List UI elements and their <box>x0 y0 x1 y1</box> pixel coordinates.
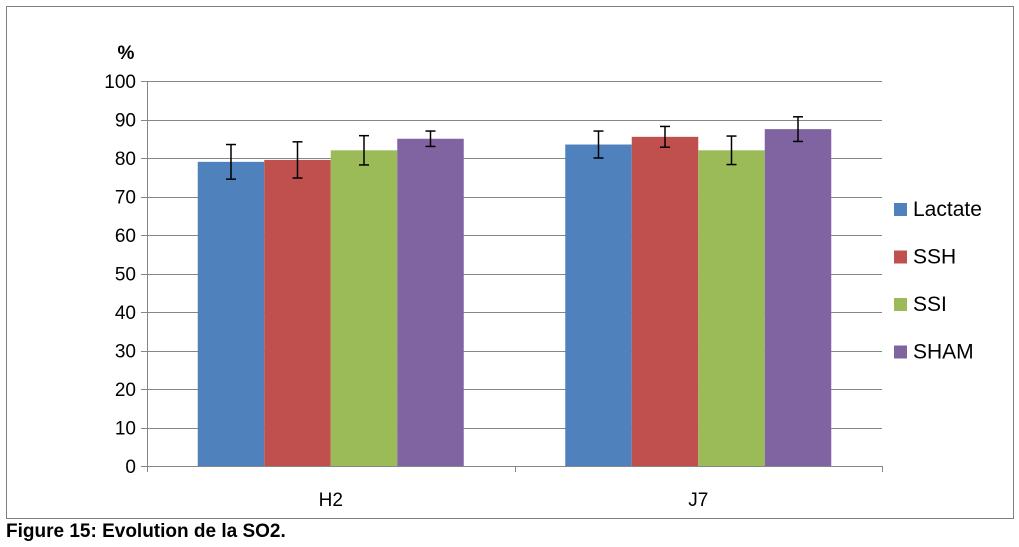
y-tick-label: 40 <box>115 303 136 324</box>
y-tick-label: 60 <box>115 226 136 247</box>
bar-lactate-j7 <box>565 144 632 466</box>
legend-swatch-ssh <box>894 250 907 264</box>
x-tick-labels: H2 J7 <box>319 490 709 511</box>
y-tick-label: 20 <box>115 380 136 401</box>
legend-label-ssh: SSH <box>913 246 956 269</box>
bar-ssi-h2 <box>330 150 398 467</box>
bar-sham-h2 <box>397 138 464 466</box>
bar-ssh-h2 <box>264 159 331 467</box>
bar-ssi-j7 <box>698 150 765 467</box>
legend-label-lactate: Lactate <box>913 198 982 221</box>
chart-border <box>6 6 1014 519</box>
bar-sham-j7 <box>764 129 832 466</box>
y-tick-label: 0 <box>125 457 136 478</box>
y-tick-label: 90 <box>115 111 136 132</box>
x-tick-label: J7 <box>688 490 708 511</box>
legend-swatch-sham <box>894 345 907 359</box>
y-tick-label: 70 <box>115 188 136 209</box>
bar-ssh-j7 <box>631 136 699 466</box>
legend: Lactate SSH SSI SHAM <box>894 198 982 364</box>
legend-swatch-ssi <box>894 298 907 311</box>
y-axis-label: % <box>118 43 135 64</box>
y-tick-label: 10 <box>115 419 136 440</box>
legend-swatch-lactate <box>894 203 907 216</box>
y-tick-label: 80 <box>115 149 136 170</box>
y-tick-label: 30 <box>115 342 136 363</box>
bars <box>197 129 832 467</box>
legend-label-sham: SHAM <box>913 341 974 364</box>
x-tick-label: H2 <box>319 490 343 511</box>
bar-lactate-h2 <box>197 161 265 466</box>
y-tick-labels: 0 10 20 30 40 50 60 70 80 90 100 <box>104 72 136 478</box>
axes <box>141 81 883 472</box>
y-tick-label: 50 <box>115 265 136 286</box>
legend-label-ssi: SSI <box>913 293 947 316</box>
figure-caption: Figure 15: Evolution de la SO2. <box>6 521 286 542</box>
y-tick-label: 100 <box>104 72 136 93</box>
error-bars <box>226 116 803 180</box>
